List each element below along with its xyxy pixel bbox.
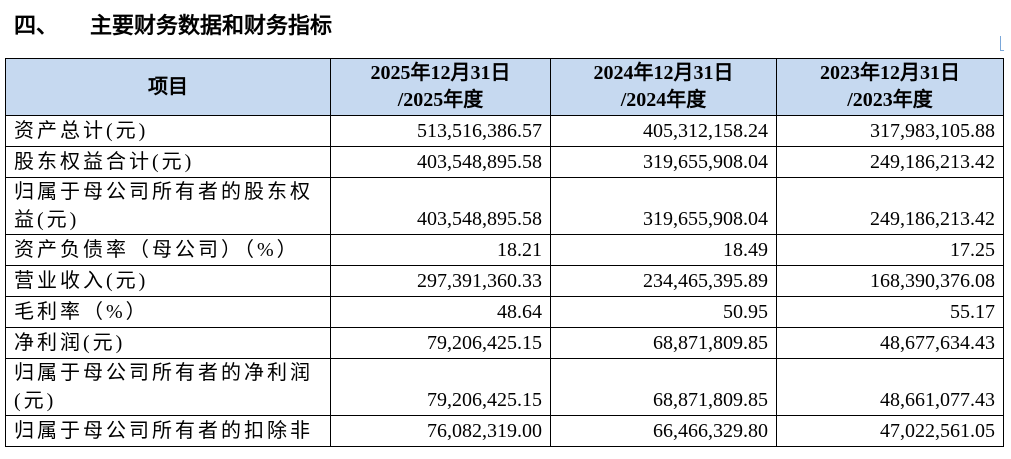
cell-value: 297,391,360.33 — [330, 265, 551, 297]
header-cell: 项目 — [5, 58, 331, 116]
cell-value: 68,871,809.85 — [550, 358, 777, 416]
table-row: 毛利率（%） 48.64 50.95 55.17 — [5, 296, 1004, 328]
table-header: 项目 2025年12月31日/2025年度 2024年12月31日/2024年度 20… — [5, 58, 1004, 116]
header-cell: 2025年12月31日/2025年度 — [330, 58, 551, 116]
cell-value: 319,655,908.04 — [550, 146, 777, 178]
table-row: 股东权益合计(元) 403,548,895.58 319,655,908.04 249… — [5, 146, 1004, 178]
cell-value: 168,390,376.08 — [776, 265, 1004, 297]
row-label: 股东权益合计(元) — [5, 146, 331, 178]
row-label: 营业收入(元) — [5, 265, 331, 297]
header-text: /2024年度 — [620, 89, 707, 111]
table-row: 归属于母公司所有者的股东权益(元) 403,548,895.58 319,655,9… — [5, 177, 1004, 235]
table-row: 净利润(元) 79,206,425.15 68,871,809.85 48,677,6… — [5, 327, 1004, 359]
cell-value: 317,983,105.88 — [776, 115, 1004, 147]
heading-number: 四、 — [14, 14, 59, 39]
header-cell: 2023年12月31日/2023年度 — [776, 58, 1004, 116]
table-row: 资产负债率（母公司）（%） 18.21 18.49 17.25 — [5, 234, 1004, 266]
cell-value: 405,312,158.24 — [550, 115, 777, 147]
financial-table: 项目 2025年12月31日/2025年度 2024年12月31日/2024年度 20… — [5, 58, 1004, 447]
row-label: 毛利率（%） — [5, 296, 331, 328]
corner-mark — [1000, 36, 1004, 51]
header-row: 项目 2025年12月31日/2025年度 2024年12月31日/2024年度 20… — [5, 58, 1004, 116]
cell-value: 249,186,213.42 — [776, 177, 1004, 235]
cell-value: 403,548,895.58 — [330, 146, 551, 178]
row-label: 归属于母公司所有者的净利润(元) — [5, 358, 331, 416]
table-row: 资产总计(元) 513,516,386.57 405,312,158.24 317,9… — [5, 115, 1004, 147]
row-label: 归属于母公司所有者的扣除非 — [5, 415, 331, 447]
cell-value: 48.64 — [330, 296, 551, 328]
cell-value: 513,516,386.57 — [330, 115, 551, 147]
cell-value: 76,082,319.00 — [330, 415, 551, 447]
cell-value: 79,206,425.15 — [330, 327, 551, 359]
row-label: 资产总计(元) — [5, 115, 331, 147]
cell-value: 48,677,634.43 — [776, 327, 1004, 359]
cell-value: 17.25 — [776, 234, 1004, 266]
cell-value: 79,206,425.15 — [330, 358, 551, 416]
header-text: 项目 — [148, 75, 188, 98]
header-text: 2025年12月31日 — [370, 62, 511, 84]
cell-value: 50.95 — [550, 296, 777, 328]
cell-value: 55.17 — [776, 296, 1004, 328]
cell-value: 18.21 — [330, 234, 551, 266]
section-heading: 四、 主要财务数据和财务指标 — [14, 8, 332, 40]
row-label: 归属于母公司所有者的股东权益(元) — [5, 177, 331, 235]
cell-value: 47,022,561.05 — [776, 415, 1004, 447]
row-label: 资产负债率（母公司）（%） — [5, 234, 331, 266]
header-cell: 2024年12月31日/2024年度 — [550, 58, 777, 116]
cell-value: 249,186,213.42 — [776, 146, 1004, 178]
cell-value: 66,466,329.80 — [550, 415, 777, 447]
cell-value: 403,548,895.58 — [330, 177, 551, 235]
table-row: 归属于母公司所有者的扣除非 76,082,319.00 66,466,329.80 4… — [5, 415, 1004, 447]
table-body: 资产总计(元) 513,516,386.57 405,312,158.24 317,9… — [5, 115, 1004, 447]
header-text: 2024年12月31日 — [593, 62, 734, 84]
cell-value: 68,871,809.85 — [550, 327, 777, 359]
table-row: 营业收入(元) 297,391,360.33 234,465,395.89 168,3… — [5, 265, 1004, 297]
cell-value: 18.49 — [550, 234, 777, 266]
cell-value: 234,465,395.89 — [550, 265, 777, 297]
row-label: 净利润(元) — [5, 327, 331, 359]
cell-value: 48,661,077.43 — [776, 358, 1004, 416]
cell-value: 319,655,908.04 — [550, 177, 777, 235]
header-text: 2023年12月31日 — [820, 62, 960, 84]
table-row: 归属于母公司所有者的净利润(元) 79,206,425.15 68,871,809.… — [5, 358, 1004, 416]
header-text: /2025年度 — [397, 89, 484, 111]
heading-title: 主要财务数据和财务指标 — [90, 14, 333, 39]
header-text: /2023年度 — [847, 89, 933, 111]
